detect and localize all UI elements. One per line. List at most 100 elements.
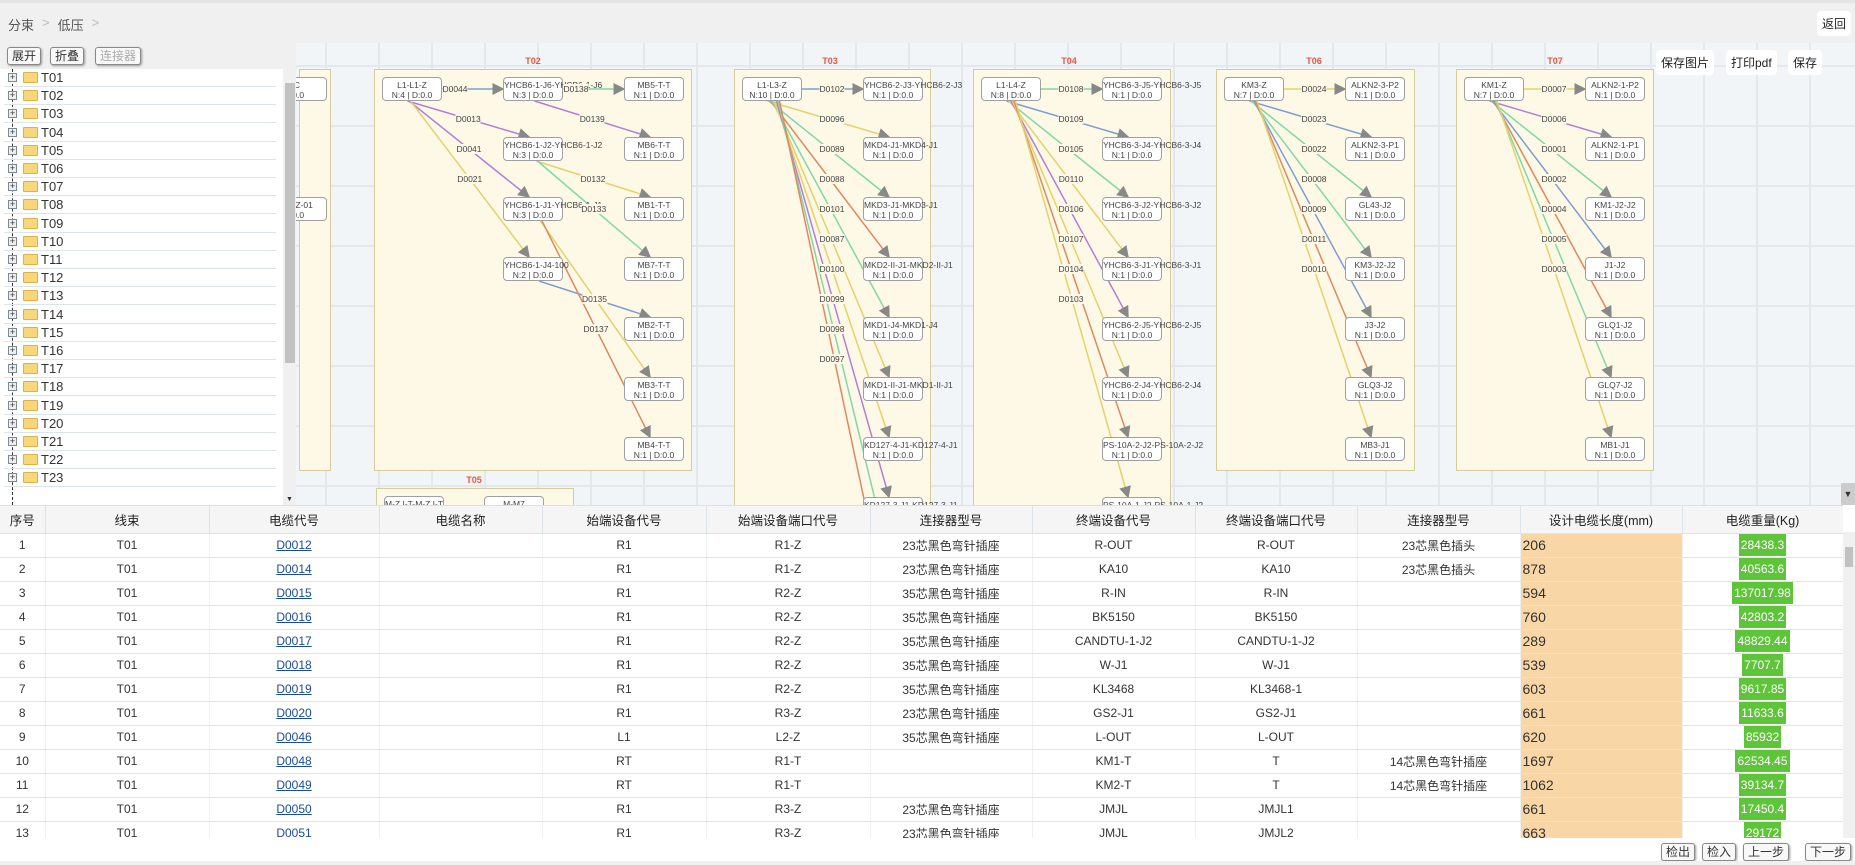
breadcrumb-item[interactable]: 低压: [57, 18, 84, 33]
tree-item-t15[interactable]: + T15: [4, 324, 276, 342]
expand-icon[interactable]: +: [8, 254, 17, 264]
table-row[interactable]: 11 T01 D0049 RT R1-T KM2-T T 14芯黑色弯针插座 1062 39134…: [0, 773, 1843, 798]
diagram-node[interactable]: YHCB6-1-J4-100 N:2 | D:0.0: [503, 257, 569, 281]
diagram-node[interactable]: M-M7: [484, 496, 544, 505]
table-row[interactable]: 9 T01 D0046 L1 L2-Z 35芯黑色弯针插座 L-OUT L-OUT 620 859…: [0, 725, 1843, 750]
scroll-thumb[interactable]: [285, 83, 295, 363]
tree-item-t22[interactable]: + T22: [4, 451, 276, 470]
tree-item-t06[interactable]: + T06: [4, 160, 276, 178]
diagram-node[interactable]: MB3-J1 N:1 | D:0.0: [1345, 437, 1405, 461]
expand-button[interactable]: 展开: [7, 47, 42, 65]
diagram-node[interactable]: ALKN2-3-P1 N:1 | D:0.0: [1345, 137, 1405, 161]
cable-code-link[interactable]: D0019: [276, 682, 312, 696]
diagram-node[interactable]: ALKN2-3-P2 N:1 | D:0.0: [1345, 77, 1405, 101]
connector-button[interactable]: 连接器: [95, 47, 142, 65]
diagram-node[interactable]: J1-J2 N:1 | D:0.0: [1585, 257, 1645, 281]
cable-code-link[interactable]: D0020: [276, 706, 312, 720]
expand-icon[interactable]: +: [8, 144, 17, 155]
diagram-node[interactable]: YHCB6-1-J2-YHCB6-1-J2 N:3 | D:0.0: [503, 137, 602, 161]
cable-code-link[interactable]: D0051: [276, 826, 312, 838]
tree-item-t07[interactable]: + T07: [4, 178, 276, 197]
wiring-diagram[interactable]: 保存图片 打印pdf 保存 ▼ C:0.0IKCZ-01:0.0T02L1-L1…: [296, 43, 1855, 505]
diagram-node[interactable]: MKD1-II-J1-MKD1-II-J1 N:1 | D:0.0: [863, 377, 953, 401]
expand-icon[interactable]: +: [8, 199, 17, 210]
tree-item-t19[interactable]: + T19: [4, 397, 276, 415]
diagram-node[interactable]: KM1-Z N:7 | D:0.0: [1464, 77, 1524, 101]
diagram-node[interactable]: MB1-T-T N:1 | D:0.0: [624, 197, 684, 221]
diagram-node[interactable]: MB5-T-T N:1 | D:0.0: [624, 77, 684, 101]
expand-icon[interactable]: +: [8, 272, 17, 283]
tree-item-t20[interactable]: + T20: [4, 415, 276, 433]
tree-item-t08[interactable]: + T08: [4, 196, 276, 215]
scroll-down-icon[interactable]: ▼: [286, 496, 293, 503]
table-scrollbar[interactable]: [1843, 532, 1855, 838]
diagram-node[interactable]: YHCB6-2-J3-YHCB6-2-J3 N:1 | D:0.0: [863, 77, 962, 101]
diagram-node[interactable]: YHCB6-2-J5-YHCB6-2-J5 N:1 | D:0.0: [1102, 317, 1201, 341]
expand-icon[interactable]: +: [8, 108, 17, 119]
tree-item-t01[interactable]: + T01: [4, 69, 276, 87]
expand-icon[interactable]: +: [8, 417, 17, 428]
table-row[interactable]: 4 T01 D0016 R1 R2-Z 35芯黑色弯针插座 BK5150 BK5150 760 4…: [0, 605, 1843, 630]
cable-code-link[interactable]: D0012: [276, 538, 312, 552]
diagram-node[interactable]: PS-10A-1-J2-PS-10A-1-J2N:1 | D:0.0: [1102, 497, 1203, 505]
column-header[interactable]: 连接器型号: [870, 506, 1033, 534]
diagram-node[interactable]: YHCB6-1-J1-YHCB6-1-J1 N:3 | D:0.0: [503, 197, 602, 221]
diagram-node[interactable]: MB1-J1 N:1 | D:0.0: [1585, 437, 1645, 461]
diagram-node[interactable]: YHCB6-3-J5-YHCB6-3-J5 N:1 | D:0.0: [1102, 77, 1201, 101]
breadcrumb-item[interactable]: 分束: [8, 18, 35, 33]
diagram-node[interactable]: MB3-T-T N:1 | D:0.0: [624, 377, 684, 401]
table-row[interactable]: 8 T01 D0020 R1 R3-Z 23芯黑色弯针插座 GS2-J1 GS2-J1 661 1…: [0, 701, 1843, 726]
chevron-down-icon[interactable]: ▼: [1841, 483, 1855, 505]
diagram-node[interactable]: GLQ3-J2 N:1 | D:0.0: [1345, 377, 1405, 401]
save-image-button[interactable]: 保存图片: [1656, 50, 1715, 75]
column-header[interactable]: 电缆代号: [209, 506, 380, 534]
expand-icon[interactable]: +: [8, 72, 17, 82]
expand-icon[interactable]: +: [8, 90, 17, 101]
diagram-node[interactable]: J3-J2 N:1 | D:0.0: [1345, 317, 1405, 341]
expand-icon[interactable]: +: [8, 235, 17, 246]
tree-item-t02[interactable]: + T02: [4, 87, 276, 106]
diagram-node[interactable]: KM3-Z N:7 | D:0.0: [1224, 77, 1284, 101]
tree-item-t23[interactable]: + T23: [4, 469, 276, 488]
column-header[interactable]: 始端设备端口代号: [706, 506, 871, 534]
diagram-node[interactable]: C:0.0: [296, 77, 327, 101]
print-pdf-button[interactable]: 打印pdf: [1726, 50, 1777, 75]
table-row[interactable]: 12 T01 D0050 R1 R3-Z 23芯黑色弯针插座 JMJL JMJL1 661 174…: [0, 797, 1843, 822]
scroll-thumb[interactable]: [1845, 547, 1853, 567]
tree-item-t18[interactable]: + T18: [4, 378, 276, 397]
diagram-node[interactable]: KM1-J2-J2 N:1 | D:0.0: [1585, 197, 1645, 221]
diagram-node[interactable]: MKD4-J1-MKD4-J1 N:1 | D:0.0: [863, 137, 938, 161]
diagram-node[interactable]: MKD2-II-J1-MKD2-II-J1 N:1 | D:0.0: [863, 257, 953, 281]
expand-icon[interactable]: +: [8, 436, 17, 446]
expand-icon[interactable]: +: [8, 363, 17, 374]
table-row[interactable]: 5 T01 D0017 R1 R2-Z 35芯黑色弯针插座 CANDTU-1-J2 CANDT…: [0, 629, 1843, 654]
diagram-node[interactable]: ALKN2-1-P1 N:1 | D:0.0: [1585, 137, 1645, 161]
tree-scrollbar[interactable]: ▼: [283, 69, 296, 505]
cable-code-link[interactable]: D0015: [276, 586, 312, 600]
column-header[interactable]: 设计电缆长度(mm): [1520, 506, 1683, 534]
diagram-node[interactable]: KD127-4-J1-KD127-4-J1 N:1 | D:0.0: [863, 437, 958, 461]
tree-item-t21[interactable]: + T21: [4, 433, 276, 451]
table-row[interactable]: 6 T01 D0018 R1 R2-Z 35芯黑色弯针插座 W-J1 W-J1 539 7707.…: [0, 653, 1843, 678]
tree-item-t10[interactable]: + T10: [4, 233, 276, 251]
diagram-node[interactable]: YHCB6-2-J4-YHCB6-2-J4 N:1 | D:0.0: [1102, 377, 1201, 401]
save-button[interactable]: 保存: [1788, 50, 1823, 75]
expand-icon[interactable]: +: [8, 381, 17, 392]
expand-icon[interactable]: +: [8, 472, 17, 483]
column-header[interactable]: 终端设备代号: [1032, 506, 1196, 534]
checkin-button[interactable]: 检入: [1702, 843, 1737, 861]
diagram-node[interactable]: L1-L3-Z N:10 | D:0.0: [742, 77, 802, 101]
diagram-node[interactable]: MB6-T-T N:1 | D:0.0: [624, 137, 684, 161]
back-button[interactable]: 返回: [1817, 11, 1852, 36]
expand-icon[interactable]: +: [8, 163, 17, 173]
table-row[interactable]: 13 T01 D0051 R1 R3-Z 23芯黑色弯针插座 JMJL JMJL2 663 291…: [0, 821, 1843, 838]
diagram-node[interactable]: YHCB6-3-J2-YHCB6-3-J2 N:1 | D:0.0: [1102, 197, 1201, 221]
tree-item-t13[interactable]: + T13: [4, 287, 276, 306]
diagram-node[interactable]: GLQ7-J2 N:1 | D:0.0: [1585, 377, 1645, 401]
tree-item-t16[interactable]: + T16: [4, 342, 276, 360]
tree-item-t11[interactable]: + T11: [4, 251, 276, 269]
expand-icon[interactable]: +: [8, 181, 17, 192]
column-header[interactable]: 连接器型号: [1357, 506, 1521, 534]
expand-icon[interactable]: +: [8, 308, 17, 319]
table-row[interactable]: 10 T01 D0048 RT R1-T KM1-T T 14芯黑色弯针插座 1697 62534…: [0, 749, 1843, 774]
